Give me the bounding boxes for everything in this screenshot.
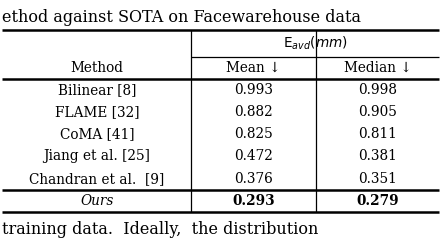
Text: 0.279: 0.279 [356, 194, 399, 208]
Text: Jiang et al. [25]: Jiang et al. [25] [44, 149, 150, 164]
Text: ethod against SOTA on Facewarehouse data: ethod against SOTA on Facewarehouse data [2, 9, 361, 26]
Text: 0.351: 0.351 [358, 172, 397, 186]
Text: Method: Method [70, 61, 123, 75]
Text: 0.882: 0.882 [234, 105, 273, 119]
Text: 0.293: 0.293 [232, 194, 275, 208]
Text: 0.381: 0.381 [358, 149, 397, 164]
Text: training data.  Ideally,  the distribution: training data. Ideally, the distribution [2, 221, 319, 238]
Text: Bilinear [8]: Bilinear [8] [58, 83, 136, 97]
Text: 0.905: 0.905 [358, 105, 397, 119]
Text: Ours: Ours [80, 194, 114, 208]
Text: 0.993: 0.993 [234, 83, 273, 97]
Text: 0.825: 0.825 [234, 127, 273, 141]
Text: 0.811: 0.811 [358, 127, 397, 141]
Text: Chandran et al.  [9]: Chandran et al. [9] [29, 172, 165, 186]
Text: 0.998: 0.998 [358, 83, 397, 97]
Text: 0.472: 0.472 [234, 149, 273, 164]
Text: Mean ↓: Mean ↓ [227, 61, 281, 75]
Text: CoMA [41]: CoMA [41] [59, 127, 134, 141]
Text: $\mathrm{E}_{avd}$$(mm)$: $\mathrm{E}_{avd}$$(mm)$ [283, 35, 348, 52]
Text: Median ↓: Median ↓ [344, 61, 411, 75]
Text: 0.376: 0.376 [234, 172, 273, 186]
Text: FLAME [32]: FLAME [32] [55, 105, 139, 119]
